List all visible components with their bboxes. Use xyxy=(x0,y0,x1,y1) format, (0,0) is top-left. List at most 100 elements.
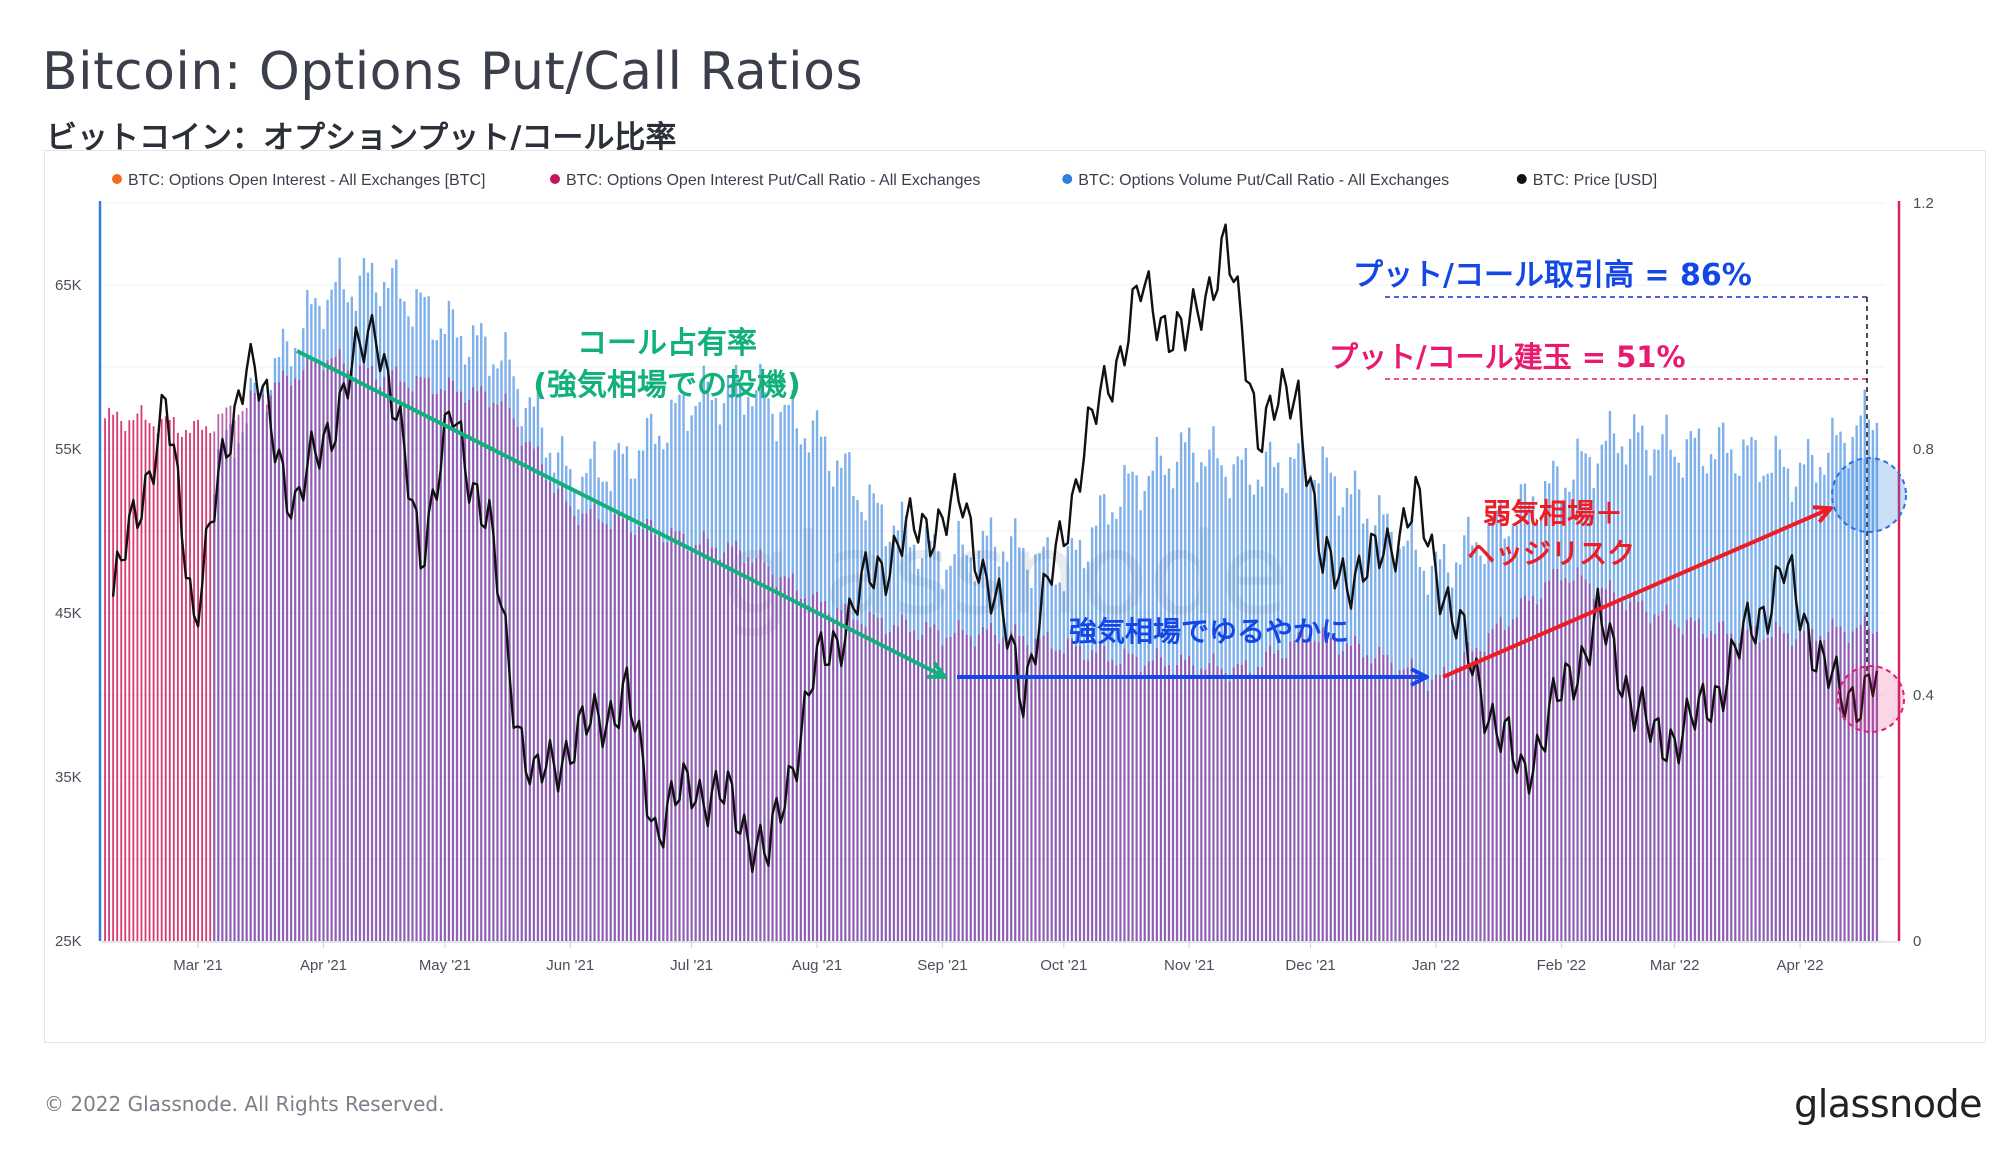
oi-bar xyxy=(1257,666,1259,941)
oi-bar xyxy=(880,617,883,941)
oi-bar xyxy=(1176,665,1178,941)
oi-bar xyxy=(1507,626,1510,941)
oi-bar xyxy=(1155,648,1158,941)
oi-bar xyxy=(205,426,208,941)
red-label-1: 弱気相場＋ xyxy=(1483,497,1623,530)
oi-bar xyxy=(933,624,936,941)
oi-bar xyxy=(727,542,729,941)
oi-bar xyxy=(1269,645,1272,941)
oi-bar xyxy=(112,414,115,941)
oi-bar xyxy=(1030,652,1033,941)
oi-bar xyxy=(743,563,746,941)
oi-bar xyxy=(427,377,430,941)
oi-bar xyxy=(249,390,252,941)
oi-bar xyxy=(977,634,980,941)
oi-bar xyxy=(1289,641,1292,941)
oi-bar xyxy=(1220,668,1223,941)
oi-bar xyxy=(1819,635,1822,941)
oi-bar xyxy=(1451,679,1454,941)
oi-bar xyxy=(1540,598,1543,941)
oi-bar xyxy=(314,358,317,942)
oi-bar xyxy=(197,419,199,941)
oi-bar xyxy=(1693,621,1696,941)
oi-bar xyxy=(1823,639,1826,941)
oi-bar xyxy=(265,404,268,941)
oi-bar xyxy=(565,501,568,941)
oi-bar xyxy=(892,625,895,941)
oi-bar xyxy=(1851,631,1854,941)
oi-bar xyxy=(686,551,689,941)
oi-bar xyxy=(945,638,948,941)
oi-bar xyxy=(1778,626,1781,941)
oi-bar xyxy=(1596,592,1599,941)
oi-bar xyxy=(476,391,479,941)
oi-bar xyxy=(1815,640,1818,941)
oi-bar xyxy=(318,361,321,941)
oi-bar xyxy=(326,360,329,941)
oi-bar xyxy=(1168,665,1170,941)
oi-bar xyxy=(164,416,167,941)
oi-bar xyxy=(1548,580,1551,941)
oi-bar xyxy=(1483,652,1486,941)
oi-bar xyxy=(1200,668,1203,941)
oi-bar xyxy=(116,411,119,941)
red-arrow xyxy=(1442,509,1829,679)
oi-ratio-label: プット/コール建玉 = 51% xyxy=(1329,340,1686,374)
red-label-2: ヘッジリスク xyxy=(1467,537,1635,570)
oi-bar xyxy=(1390,662,1393,941)
x-tick-8: Nov '21 xyxy=(1164,957,1214,974)
oi-bar xyxy=(1689,617,1692,941)
oi-bar xyxy=(452,380,454,941)
x-tick-9: Dec '21 xyxy=(1285,957,1335,974)
oi-bar xyxy=(1281,658,1284,941)
oi-bar xyxy=(1435,674,1437,941)
oi-bar xyxy=(1172,674,1174,941)
oi-bar xyxy=(541,464,543,941)
oi-bar xyxy=(419,376,422,941)
oi-bar xyxy=(913,630,916,941)
oi-bar xyxy=(1277,649,1280,941)
oi-bar xyxy=(795,590,798,941)
oi-bar xyxy=(897,626,899,941)
chart-svg: BTC: Options Open Interest - All Exchang… xyxy=(55,172,1934,974)
oi-bar xyxy=(1354,636,1356,941)
oi-bar xyxy=(1426,691,1429,941)
oi-bar xyxy=(949,636,952,941)
oi-bar xyxy=(1665,604,1668,941)
oi-bar xyxy=(957,620,960,941)
oi-bar xyxy=(852,619,855,941)
oi-bar xyxy=(338,349,341,941)
oi-bar xyxy=(512,418,515,942)
oi-bar xyxy=(209,432,212,941)
oi-bar xyxy=(812,594,814,941)
oi-bar xyxy=(330,358,333,941)
oi-bar xyxy=(1742,627,1745,941)
x-tick-0: Mar '21 xyxy=(173,957,223,974)
oi-bar xyxy=(569,506,572,941)
oi-bar xyxy=(1414,671,1417,941)
oi-bar xyxy=(654,534,657,941)
oi-bar xyxy=(1576,567,1579,941)
oi-bar xyxy=(1192,665,1195,941)
oi-bar xyxy=(1050,648,1053,941)
y-left-tick-45K: 45K xyxy=(55,605,82,622)
oi-bar xyxy=(820,601,822,941)
oi-bar xyxy=(383,376,386,941)
oi-bar xyxy=(128,420,131,942)
oi-bar xyxy=(1248,672,1251,941)
oi-bar xyxy=(706,538,709,941)
oi-bar xyxy=(1604,589,1607,941)
oi-bar xyxy=(124,430,127,941)
oi-bar xyxy=(1722,621,1725,941)
oi-bar xyxy=(824,601,827,941)
oi-bar xyxy=(937,630,940,941)
oi-bar xyxy=(1232,667,1235,941)
oi-bar xyxy=(1261,667,1263,941)
oi-bar xyxy=(189,432,191,941)
oi-bar xyxy=(836,608,839,941)
oi-bar xyxy=(799,598,802,941)
bars-oi-ratio xyxy=(104,349,1878,942)
oi-bar xyxy=(1544,582,1547,941)
oi-bar xyxy=(1054,650,1057,941)
oi-bar xyxy=(1568,582,1571,941)
